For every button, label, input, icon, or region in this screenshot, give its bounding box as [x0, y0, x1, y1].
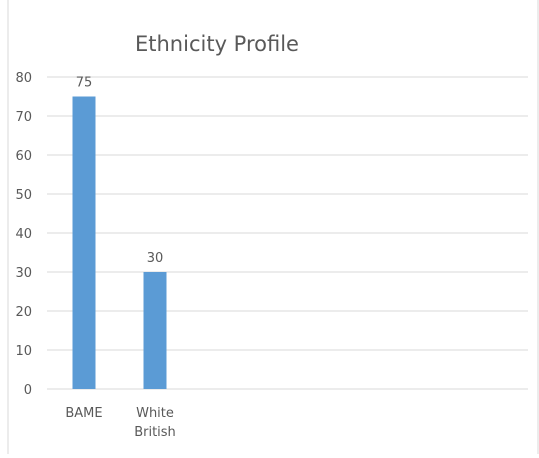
x-tick-label: White — [136, 406, 174, 421]
gridlines — [47, 76, 528, 390]
y-tick-label: 50 — [15, 188, 32, 203]
y-axis-tick-labels: 0 10 20 30 40 50 60 70 80 — [15, 71, 32, 398]
chart-title: Ethnicity Profile — [135, 32, 299, 56]
y-tick-label: 80 — [15, 71, 32, 86]
y-tick-label: 60 — [15, 149, 32, 164]
x-tick-label: British — [134, 425, 176, 440]
y-tick-label: 40 — [15, 227, 32, 242]
y-tick-label: 70 — [15, 110, 32, 125]
data-labels: 75 30 — [76, 76, 164, 267]
x-tick-label: BAME — [65, 406, 102, 421]
bar-bame — [72, 96, 96, 389]
bars — [72, 96, 167, 389]
x-axis-tick-labels: BAME White British — [65, 406, 175, 440]
y-tick-label: 0 — [24, 383, 32, 398]
data-label: 30 — [147, 251, 164, 266]
y-tick-label: 10 — [15, 344, 32, 359]
data-label: 75 — [76, 76, 93, 91]
bar-white-british — [143, 272, 167, 389]
y-tick-label: 30 — [15, 266, 32, 281]
y-tick-label: 20 — [15, 305, 32, 320]
